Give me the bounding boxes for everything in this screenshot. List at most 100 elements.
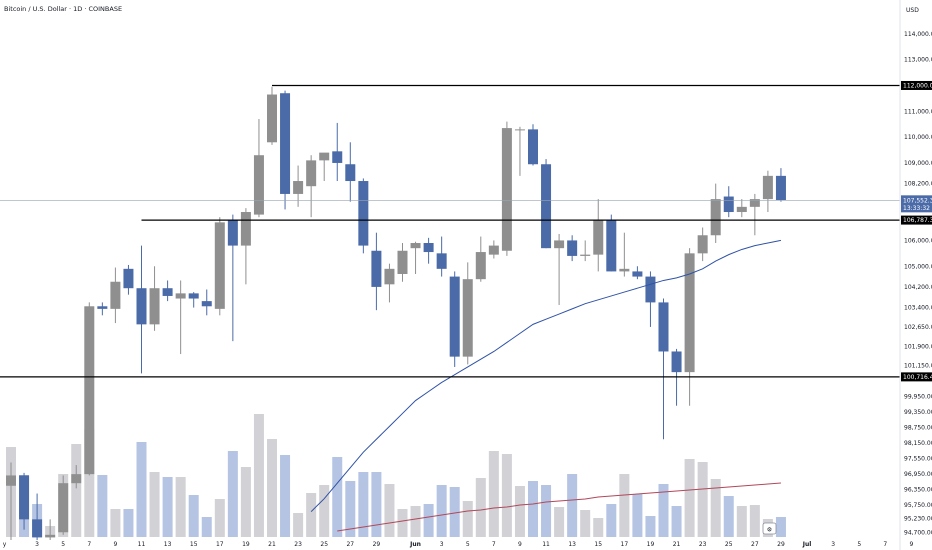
candle-body [110, 281, 121, 309]
date-tick-label: 13 [164, 541, 172, 548]
candle-body [358, 181, 369, 246]
price-tick-label: 103,400.00 [904, 305, 932, 312]
date-tick-label: 5 [466, 541, 470, 548]
candle [488, 240, 499, 259]
candle [736, 199, 747, 218]
price-tick-label: 105,000.00 [904, 263, 932, 270]
price-tags: 112,000.00 106,787.37 100,716.45 107,552.39… [901, 80, 932, 382]
currency-label: USD [906, 7, 919, 14]
date-tick-label: 7 [87, 541, 91, 548]
price-tick-label: 101,150.00 [904, 363, 932, 370]
candle [71, 465, 82, 489]
candle-body [645, 276, 656, 303]
price-tick-label: 110,000.00 [904, 134, 932, 141]
candle [606, 214, 617, 272]
candle [306, 155, 317, 218]
volume-bar [110, 509, 121, 537]
candle-body [488, 245, 499, 255]
candle [188, 292, 199, 308]
candle-body [71, 474, 82, 484]
candle [280, 90, 291, 210]
candle-body [541, 164, 552, 249]
candle [97, 302, 108, 316]
candle [501, 121, 512, 256]
volume-bar [775, 517, 786, 537]
candle-body [97, 306, 108, 309]
candle-body [475, 252, 486, 280]
volume-bar [410, 506, 421, 537]
date-tick-label: 7 [492, 541, 496, 548]
snapshot-icon[interactable]: ⚙ [762, 522, 777, 535]
volume-bar [580, 510, 591, 537]
candle-body [175, 293, 186, 299]
candle-body [775, 175, 786, 201]
date-tick-label: 19 [242, 541, 250, 548]
candle [684, 248, 695, 406]
volume-bar [345, 481, 356, 537]
volume-bar [710, 479, 721, 537]
candle-body [371, 250, 382, 287]
volume-bar [332, 457, 343, 537]
candle [410, 241, 421, 274]
volume-bars [6, 414, 786, 537]
candle-body [736, 206, 747, 213]
volume-bar [84, 429, 95, 537]
candle-body [201, 301, 212, 307]
candle [710, 183, 721, 244]
volume-bar [684, 459, 695, 537]
price-tick-label: 101,900.00 [904, 343, 932, 350]
candle-body [253, 155, 264, 215]
volume-bar [123, 509, 134, 537]
price-tick-label: 98,750.00 [904, 425, 932, 432]
volume-bar [449, 487, 460, 537]
candles [6, 86, 786, 540]
date-tick-label: y [3, 541, 7, 548]
candle [253, 119, 264, 218]
candle [658, 298, 669, 440]
candle [227, 214, 238, 342]
date-tick-label: 21 [268, 541, 276, 548]
candle-body [710, 199, 721, 236]
candle-body [619, 268, 630, 272]
price-tick-label: 98,150.00 [904, 440, 932, 447]
candle [541, 159, 552, 249]
volume-bar [475, 478, 486, 537]
level-price-tag [901, 215, 932, 225]
current-price-tag-text: 107,552.39 [903, 197, 932, 204]
level-price-tag-text: 106,787.37 [903, 217, 932, 224]
volume-bar [658, 484, 669, 537]
candle-body [567, 240, 578, 256]
volume-bar [619, 474, 630, 537]
volume-bar [528, 481, 538, 537]
candle [175, 280, 186, 355]
candle [293, 165, 304, 207]
date-tick-label: 23 [699, 541, 707, 548]
date-tick-label: 15 [594, 541, 602, 548]
candle [449, 271, 460, 367]
date-tick-label: 17 [621, 541, 629, 548]
candle-body [684, 253, 695, 373]
volume-bar [567, 474, 578, 537]
candle-body [240, 212, 251, 246]
volume-bar [488, 451, 499, 537]
candle-body [149, 288, 160, 325]
date-tick-label: 27 [751, 541, 759, 548]
price-axis-panel[interactable] [900, 0, 932, 550]
price-axis-ticks: 114,000.00 113,000.00 112,000.00 111,000.00… [904, 31, 932, 536]
candle-body [384, 268, 395, 285]
volume-bar [697, 462, 708, 537]
volume-bar [267, 439, 277, 537]
candle-body [58, 483, 69, 533]
price-tick-label: 95,750.00 [904, 502, 932, 509]
candle-body [84, 306, 95, 475]
candle [645, 271, 656, 327]
volume-bar [671, 506, 682, 537]
horizontal-levels[interactable] [0, 84, 900, 378]
candle [528, 124, 538, 166]
candle-body [436, 253, 447, 269]
date-tick-label: 3 [35, 541, 39, 548]
volume-bar [384, 484, 395, 537]
price-tick-label: 111,000.00 [904, 108, 932, 115]
candle-body [345, 164, 356, 182]
